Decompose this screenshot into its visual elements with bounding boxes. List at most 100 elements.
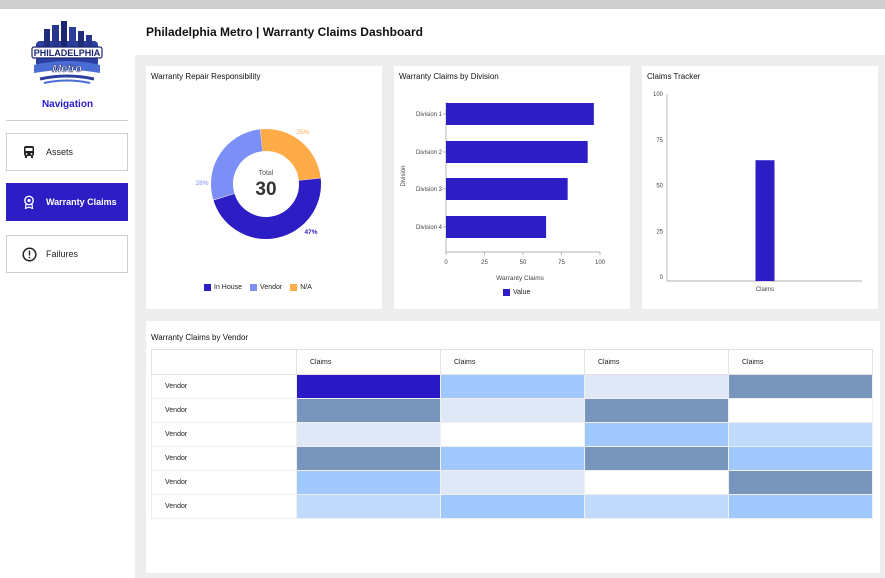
table-row: Vendor (151, 494, 873, 519)
claims-bar[interactable] (755, 160, 775, 281)
card-title: Warranty Claims by Division (399, 72, 499, 81)
table-row: Vendor (151, 470, 873, 495)
x-tick-label: 50 (520, 260, 527, 266)
heatmap-cell[interactable] (728, 398, 873, 423)
table-header-cell (151, 349, 297, 375)
division-axis-label: Division (401, 165, 407, 186)
heatmap-cell[interactable] (440, 446, 585, 471)
heatmap-cell[interactable] (728, 422, 873, 447)
sidebar-item-label: Failures (46, 249, 79, 259)
heatmap-cell[interactable] (584, 374, 729, 399)
x-tick-label: 0 (444, 260, 448, 266)
table-header-cell: Claims (728, 349, 873, 375)
donut-center-label: Total (259, 170, 274, 177)
legend-label-in-house: In House (214, 284, 243, 291)
division-bar[interactable] (446, 103, 594, 125)
y-tick-label: 50 (656, 184, 663, 190)
legend-label-vendor: Vendor (260, 284, 283, 291)
card-title: Warranty Claims by Vendor (151, 333, 249, 342)
logo-metro-text: Metro (52, 63, 82, 75)
heatmap-cell[interactable] (296, 470, 441, 495)
division-bar[interactable] (446, 216, 547, 238)
legend-swatch-in-house (204, 284, 211, 291)
table-header-cell: Claims (296, 349, 441, 375)
window-top-strip (0, 0, 885, 9)
legend-swatch-vendor (250, 284, 258, 291)
heatmap-cell[interactable] (584, 494, 729, 519)
donut-label-na: 25% (296, 129, 309, 136)
division-bar[interactable] (446, 178, 568, 200)
table-row: Vendor (151, 374, 873, 399)
x-tick-label: 25 (481, 260, 488, 266)
heatmap-cell[interactable] (440, 374, 585, 399)
page-header: Philadelphia Metro | Warranty Claims Das… (135, 9, 885, 55)
heatmap-cell[interactable] (296, 374, 441, 399)
division-bar[interactable] (446, 141, 588, 163)
heatmap-cell[interactable] (728, 446, 873, 471)
vendor-heatmap-table: Claims Claims Claims Claims Vendor Vendor… (151, 349, 873, 519)
heatmap-cell[interactable] (584, 398, 729, 423)
division-legend: Value (503, 289, 530, 296)
table-row: Vendor (151, 446, 873, 471)
donut-slice-vendor[interactable] (211, 129, 321, 239)
alert-circle-icon (21, 246, 37, 262)
table-header-cell: Claims (440, 349, 585, 375)
vendor-row-label: Vendor (151, 374, 297, 399)
philadelphia-metro-logo: PHILADELPHIA Metro (31, 21, 103, 84)
y-tick-label: 75 (656, 138, 663, 144)
y-tick-label: 25 (656, 229, 663, 235)
sidebar-item-warranty-claims[interactable]: Warranty Claims (6, 183, 128, 221)
heatmap-cell[interactable] (728, 470, 873, 495)
heatmap-cell[interactable] (728, 494, 873, 519)
sidebar-item-failures[interactable]: Failures (6, 235, 128, 273)
logo-wordmark: PHILADELPHIA (34, 48, 101, 58)
repair-responsibility-card: Warranty Repair Responsibility Total 30 … (146, 66, 382, 309)
legend-swatch-value (503, 289, 510, 296)
sidebar-item-assets[interactable]: Assets (6, 133, 128, 171)
claims-tracker-card: Claims Tracker 0 25 50 75 100 Claims (642, 66, 878, 309)
legend-swatch-na (290, 284, 298, 291)
heatmap-cell[interactable] (440, 470, 585, 495)
card-title: Warranty Repair Responsibility (151, 72, 261, 81)
donut-label-vendor: 28% (195, 180, 208, 187)
card-title: Claims Tracker (647, 72, 701, 81)
division-tick-label: Division 1 (416, 112, 443, 118)
vendor-row-label: Vendor (151, 470, 297, 495)
heatmap-cell[interactable] (584, 422, 729, 447)
division-tick-label: Division 4 (416, 225, 443, 231)
division-tick-label: Division 3 (416, 187, 443, 193)
heatmap-cell[interactable] (728, 374, 873, 399)
bus-icon (21, 144, 37, 160)
x-tick-label: 100 (595, 260, 606, 266)
sidebar-item-label: Assets (46, 147, 74, 157)
vendor-row-label: Vendor (151, 446, 297, 471)
sidebar: PHILADELPHIA Metro Navigation Assets War… (0, 9, 135, 578)
vendor-row-label: Vendor (151, 494, 297, 519)
division-tick-label: Division 2 (416, 150, 443, 156)
donut-slice-na[interactable] (211, 128, 321, 239)
navigation-heading: Navigation (41, 99, 94, 110)
sidebar-item-label: Warranty Claims (46, 197, 117, 207)
navigation-divider (6, 120, 128, 121)
legend-label-value: Value (513, 289, 531, 296)
heatmap-cell[interactable] (296, 422, 441, 447)
heatmap-cell[interactable] (296, 446, 441, 471)
heatmap-cell[interactable] (440, 422, 585, 447)
vendor-row-label: Vendor (151, 398, 297, 423)
table-row: Vendor (151, 422, 873, 447)
heatmap-cell[interactable] (584, 470, 729, 495)
heatmap-cell[interactable] (440, 398, 585, 423)
legend-label-na: N/A (300, 284, 312, 291)
heatmap-cell[interactable] (440, 494, 585, 519)
heatmap-cell[interactable] (296, 398, 441, 423)
heatmap-cell[interactable] (296, 494, 441, 519)
heatmap-cell[interactable] (584, 446, 729, 471)
donut-slice-in-house[interactable] (211, 129, 321, 239)
x-tick-label: 75 (558, 260, 565, 266)
vendor-row-label: Vendor (151, 422, 297, 447)
badge-icon (21, 194, 37, 210)
division-bar-chart: Division Warranty Claims Division 1 Divis… (401, 102, 606, 282)
table-header-row: Claims Claims Claims Claims (151, 349, 873, 375)
y-tick-label: 0 (660, 275, 664, 281)
category-label: Claims (756, 287, 774, 293)
